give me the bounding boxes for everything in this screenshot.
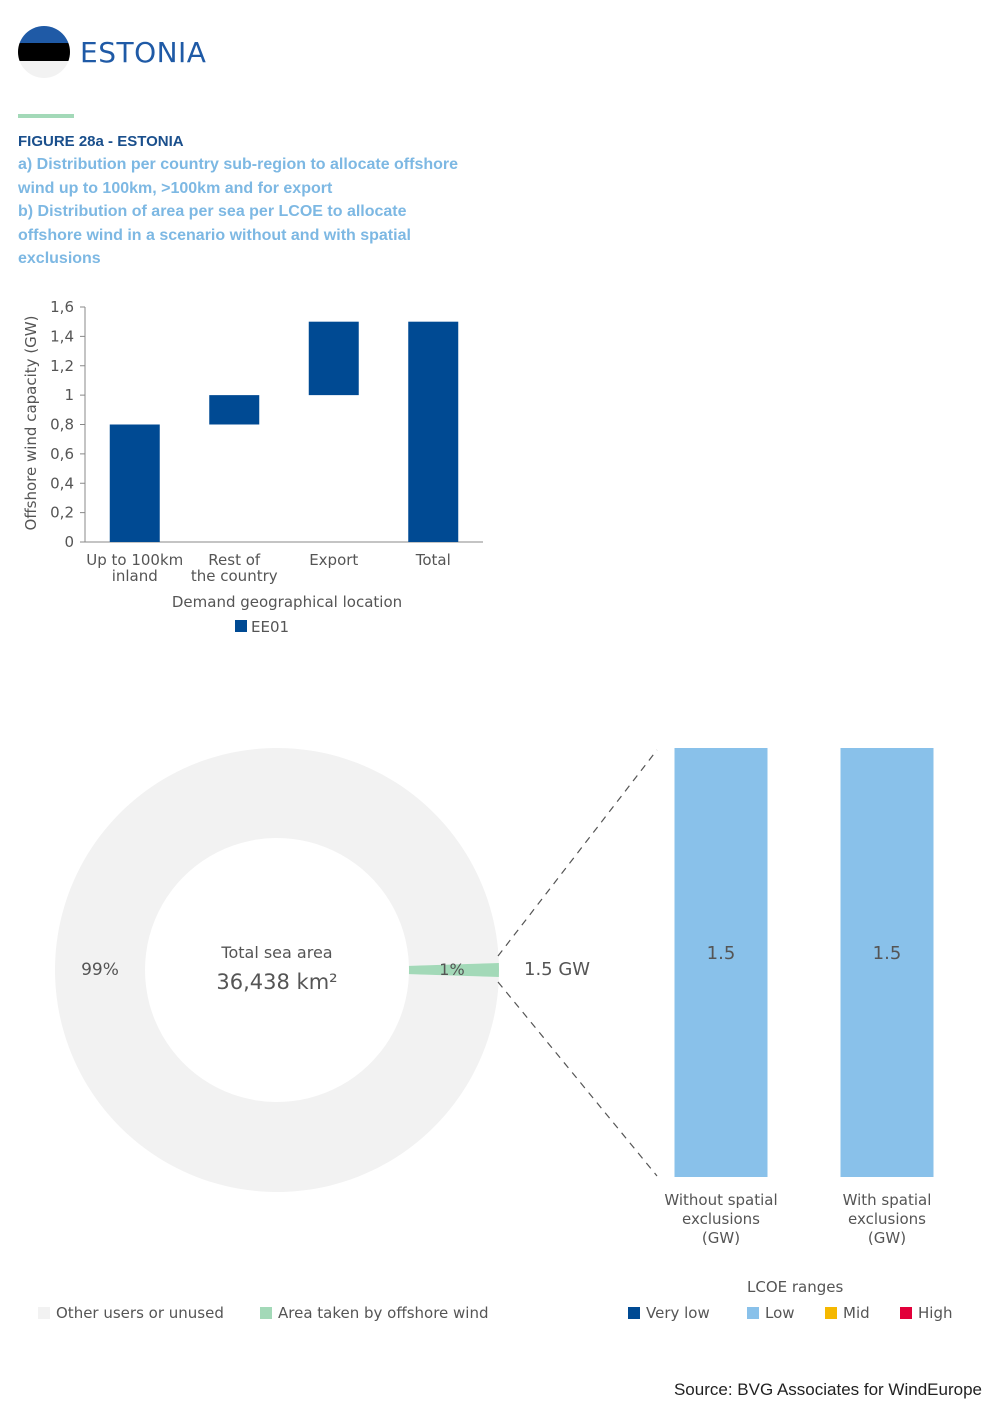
legend-label-wind: Area taken by offshore wind <box>278 1304 489 1322</box>
y-tick-label: 1,2 <box>50 357 74 375</box>
bar-segment-low <box>840 748 934 1177</box>
subtitle-line: offshore wind in a scenario without and … <box>18 226 411 244</box>
x-tick-label: Rest of the country <box>191 551 278 585</box>
y-tick-label: 0,4 <box>50 474 74 492</box>
subtitle-line: a) Distribution per country sub-region t… <box>18 156 459 173</box>
legend-swatch-ee01 <box>235 620 247 632</box>
flag-stripe-blue <box>18 26 70 44</box>
donut-center-label: Total sea area <box>220 943 332 962</box>
legend-item-high: High <box>900 1304 952 1322</box>
figure-subtitle: a) Distribution per country sub-region t… <box>18 153 498 271</box>
x-tick-label: Up to 100km inland <box>86 551 183 585</box>
x-tick-label: Total <box>415 551 451 569</box>
donut-slice-wind <box>408 963 499 977</box>
subtitle-line: exclusions <box>18 250 101 267</box>
legend-item-very-low: Very low <box>628 1304 710 1322</box>
x-tick-label: Export <box>309 551 358 569</box>
y-tick-label: 0,6 <box>50 445 74 463</box>
legend-item-mid: Mid <box>825 1304 870 1322</box>
legend-label-very-low: Very low <box>646 1304 710 1322</box>
y-tick-label: 1 <box>64 386 74 404</box>
legend-item-other: Other users or unused <box>38 1304 224 1322</box>
accent-divider <box>18 114 74 118</box>
legend-label-other: Other users or unused <box>56 1304 224 1322</box>
donut-center-value: 36,438 km² <box>216 970 337 994</box>
source-note: Source: BVG Associates for WindEurope <box>673 1380 982 1399</box>
legend-swatch-high <box>900 1307 912 1319</box>
page-header: ESTONIA <box>18 26 206 78</box>
x-tick-label: With spatial exclusions (GW) <box>843 1191 932 1247</box>
bar-ee01 <box>109 424 160 542</box>
y-tick-label: 0,2 <box>50 504 74 522</box>
y-tick-label: 1,6 <box>50 298 74 316</box>
flag-stripe-black <box>18 43 70 61</box>
legend-item-low: Low <box>747 1304 795 1322</box>
x-tick-label: Without spatial exclusions (GW) <box>664 1191 777 1247</box>
legend-label-high: High <box>918 1304 953 1322</box>
slice-label-wind: 1% <box>439 960 464 979</box>
flag-stripe-white <box>18 60 70 78</box>
legend-label-mid: Mid <box>843 1304 870 1322</box>
legend-swatch-other <box>38 1307 50 1319</box>
subtitle-line: b) Distribution of area per sea per LCOE… <box>18 203 407 220</box>
legend-swatch-very-low <box>628 1307 640 1319</box>
bar-data-label: 1.5 <box>873 943 902 964</box>
bar-ee01 <box>408 321 459 542</box>
slice-label-other: 99% <box>81 960 119 980</box>
legend-item-wind: Area taken by offshore wind <box>260 1304 489 1322</box>
lcoe-legend-title: LCOE ranges <box>747 1278 843 1296</box>
y-tick-label: 1,4 <box>50 327 74 345</box>
chart-legend: EE01 <box>235 618 289 636</box>
legend-swatch-mid <box>825 1307 837 1319</box>
bar-ee01 <box>209 395 260 425</box>
legend-swatch-wind <box>260 1307 272 1319</box>
donut-slice-other <box>55 748 499 1192</box>
y-axis-label: Offshore wind capacity (GW) <box>22 316 40 531</box>
y-tick-label: 0,8 <box>50 416 74 434</box>
connector-line-top <box>497 749 658 957</box>
x-axis-label: Demand geographical location <box>172 593 402 611</box>
legend-label-ee01: EE01 <box>251 618 289 636</box>
bar-ee01 <box>308 321 359 396</box>
estonia-flag-icon <box>18 26 70 78</box>
subtitle-line: wind up to 100km, >100km and for export <box>18 179 333 197</box>
figure-label: FIGURE 28a - ESTONIA <box>18 133 184 150</box>
bar-segment-low <box>674 748 768 1177</box>
lcoe-legend-title-text: LCOE ranges <box>747 1278 844 1296</box>
callout-capacity: 1.5 GW <box>524 959 590 980</box>
y-tick-label: 0 <box>64 533 74 551</box>
legend-swatch-low <box>747 1307 759 1319</box>
waterfall-chart: 0 0,2 0,4 0,6 0,8 1 1,2 1,4 1,6 Up to 100km inlan… <box>22 298 483 636</box>
sea-area-chart: Total sea area 36,438 km² 99% 1% 1.5 GW … <box>55 748 934 1247</box>
bar-data-label: 1.5 <box>707 943 736 964</box>
connector-line-bottom <box>497 981 658 1177</box>
legend-label-low: Low <box>765 1304 795 1322</box>
country-title: ESTONIA <box>80 35 207 69</box>
